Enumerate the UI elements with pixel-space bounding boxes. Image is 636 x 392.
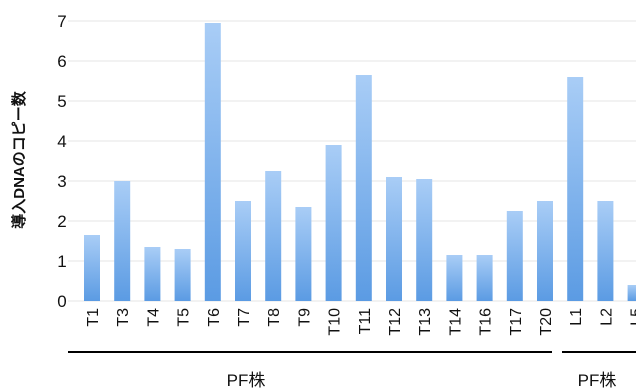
y-tick-label: 1 (57, 252, 66, 271)
group-brackets: PF株 PF株 (68, 351, 636, 390)
y-tick-label: 0 (57, 292, 66, 311)
x-tick-label-l1: L1 (568, 308, 585, 326)
x-tick-label-t11: T11 (357, 308, 374, 334)
x-tick-label-t10: T10 (327, 308, 344, 336)
x-tick-label-t3: T3 (115, 308, 132, 327)
bar-t6 (204, 23, 221, 301)
x-axis-ticks: T1 T3 T4 T5 T6 T7 T8 T9 T10 T11 T12 T13 T14 T16 T17 T20… (85, 308, 636, 336)
bar-t8 (265, 171, 282, 301)
x-tick-label-t12: T12 (387, 308, 404, 336)
y-tick-label: 3 (57, 172, 66, 191)
x-tick-label-t16: T16 (478, 308, 495, 336)
x-tick-label-t4: T4 (145, 308, 162, 327)
bar-t20 (537, 201, 553, 301)
y-tick-label: 5 (57, 92, 66, 111)
bar-t3 (114, 181, 131, 301)
y-tick-label: 7 (57, 12, 66, 31)
x-tick-label-t1: T1 (85, 308, 102, 327)
x-tick-label-t7: T7 (236, 308, 253, 327)
bars (84, 23, 636, 301)
bar-t11 (355, 75, 372, 301)
bar-t13 (416, 179, 433, 301)
y-axis-label: 導入DNAのコピー数 (10, 90, 28, 228)
group-label: PF株 (578, 371, 617, 390)
bar-l5 (627, 285, 636, 301)
y-tick-label: 6 (57, 52, 66, 71)
bar-l2 (597, 201, 614, 301)
x-tick-label-l5: L5 (629, 308, 636, 326)
bar-l1 (567, 77, 584, 301)
bar-t17 (506, 211, 523, 301)
bar-t1 (84, 235, 100, 301)
x-tick-label-t13: T13 (417, 308, 434, 336)
bar-t4 (144, 247, 161, 301)
grid-lines (68, 20, 636, 302)
x-tick-label-t9: T9 (296, 308, 313, 327)
x-tick-label-t6: T6 (206, 308, 223, 327)
y-axis-ticks: 0 1 2 3 4 5 6 7 (57, 12, 66, 311)
bar-t9 (295, 207, 312, 301)
bar-t7 (235, 201, 251, 301)
bar-t16 (476, 255, 493, 301)
y-tick-label: 2 (57, 212, 66, 231)
x-tick-label-t17: T17 (508, 308, 525, 336)
x-tick-label-t5: T5 (176, 308, 193, 327)
y-tick-label: 4 (57, 132, 66, 151)
bar-t12 (386, 177, 402, 301)
x-tick-label-l2: L2 (598, 308, 615, 326)
group-label: PF株 (227, 371, 266, 390)
bar-t10 (325, 145, 342, 301)
x-tick-label-t8: T8 (266, 308, 283, 327)
bar-t14 (446, 255, 463, 301)
x-tick-label-t14: T14 (447, 308, 464, 336)
bar-t5 (174, 249, 191, 301)
x-tick-label-t20: T20 (538, 308, 555, 336)
